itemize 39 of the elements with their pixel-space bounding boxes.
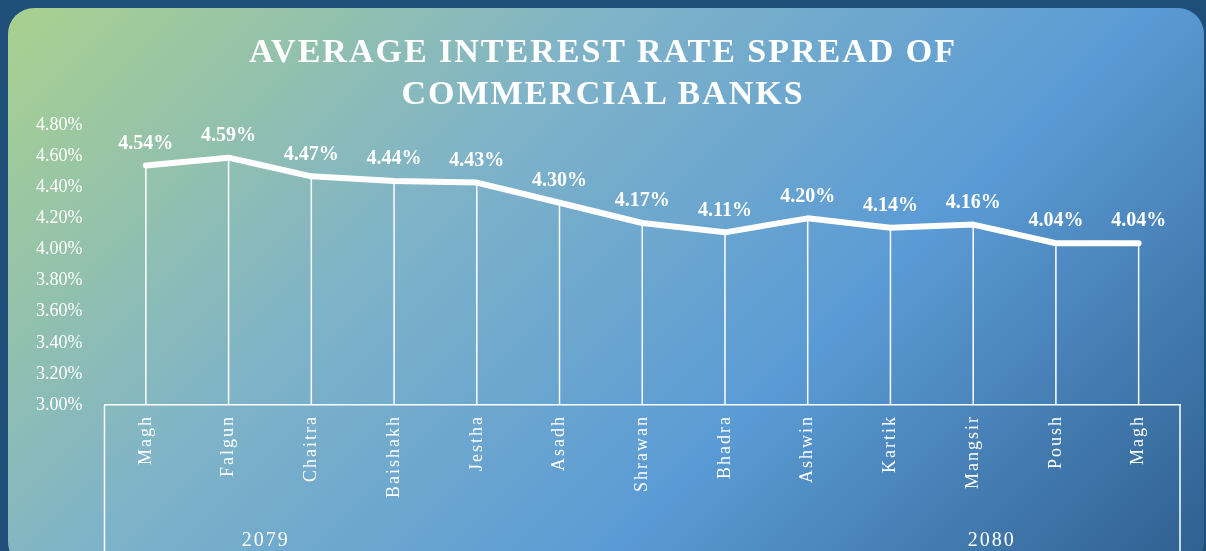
data-label: 4.16% — [945, 189, 1001, 212]
y-tick-label: 3.60% — [35, 300, 83, 321]
x-tick-label: Poush — [1044, 415, 1065, 470]
y-tick-label: 3.20% — [35, 362, 83, 383]
text: 2080 — [967, 528, 1016, 551]
x-tick-label: Bhadra — [713, 415, 734, 479]
x-tick-label: Asadh — [548, 415, 569, 471]
data-label: 4.04% — [1111, 208, 1167, 231]
data-label: 4.11% — [698, 197, 752, 220]
y-tick-label: 4.80% — [35, 113, 83, 134]
x-tick-label: Ashwin — [796, 415, 817, 484]
text: 2079 — [241, 528, 290, 551]
data-label: 4.59% — [201, 122, 257, 145]
data-label: 4.30% — [532, 167, 588, 190]
x-tick-label: Falgun — [217, 415, 238, 478]
x-tick-label: Kartik — [879, 415, 900, 473]
data-label: 4.04% — [1028, 208, 1084, 231]
data-label: 4.20% — [780, 183, 836, 206]
data-label: 4.54% — [118, 130, 174, 153]
x-tick-label: Mangsir — [961, 415, 982, 489]
y-tick-label: 3.40% — [35, 331, 83, 352]
y-tick-label: 4.20% — [35, 207, 83, 228]
x-tick-label: Chaitra — [300, 415, 321, 482]
y-tick-label: 4.00% — [35, 238, 83, 259]
x-tick-label: Shrawan — [630, 415, 651, 492]
data-label: 4.43% — [449, 147, 505, 170]
y-tick-label: 4.40% — [35, 175, 83, 196]
data-label: 4.14% — [862, 192, 918, 215]
chart-title: AVERAGE INTEREST RATE SPREAD OF COMMERCIAL BANKS — [247, 31, 959, 113]
y-tick-label: 3.80% — [35, 269, 83, 290]
x-tick-label: Baishakh — [382, 415, 403, 498]
x-tick-label: Magh — [134, 415, 155, 465]
x-tick-label: Jestha — [465, 415, 486, 471]
data-label: 4.17% — [614, 188, 670, 211]
y-tick-label: 4.60% — [35, 144, 83, 165]
x-tick-label: Magh — [1127, 415, 1148, 465]
data-label: 4.47% — [283, 141, 339, 164]
data-label: 4.44% — [366, 146, 422, 169]
y-tick-label: 3.00% — [35, 393, 83, 414]
